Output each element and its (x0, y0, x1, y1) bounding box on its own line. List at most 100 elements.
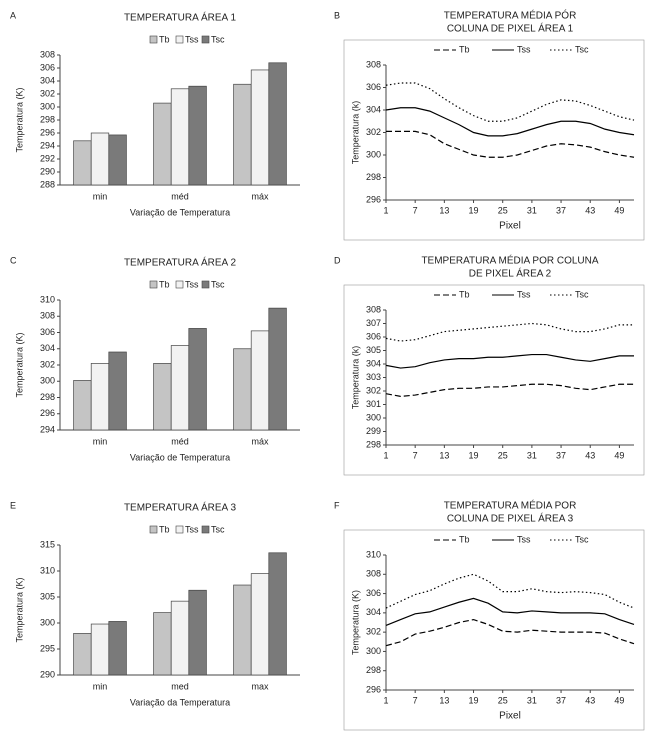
y-tick-label: 306 (366, 331, 381, 341)
panel-letter: E (10, 500, 16, 510)
y-tick-label: 302 (366, 385, 381, 395)
y-tick-label: 304 (40, 75, 55, 85)
bar (90, 623, 110, 676)
chart-title: TEMPERATURA MÉDIA PÓR (444, 9, 577, 22)
panel-letter: C (10, 255, 17, 265)
y-tick-label: 300 (40, 617, 55, 627)
chart-title: TEMPERATURA ÁREA 2 (124, 256, 237, 269)
x-axis-label: Variação de Temperatura (130, 452, 230, 462)
plot-frame (343, 39, 645, 241)
x-tick-label: 19 (469, 695, 479, 705)
y-tick-label: 292 (40, 153, 55, 163)
bar (108, 134, 127, 186)
y-axis-label: Temperatura (K) (14, 332, 24, 397)
y-tick-label: 308 (366, 59, 381, 69)
bar (250, 69, 270, 186)
x-axis-label: Variação de Temperatura (130, 207, 230, 217)
y-tick-label: 310 (366, 549, 381, 559)
line-series (385, 322, 634, 342)
y-tick-label: 296 (40, 408, 55, 418)
bar (90, 363, 110, 431)
y-tick-label: 296 (366, 684, 381, 694)
y-axis-label: Temperatura (K) (350, 590, 360, 655)
y-tick-label: 298 (40, 392, 55, 402)
x-tick-label: 7 (413, 695, 418, 705)
bar (90, 132, 110, 186)
bar (250, 330, 270, 431)
bar (188, 85, 207, 186)
legend-label: Tss (517, 289, 531, 299)
legend-label: Tsc (575, 44, 589, 54)
line-series (385, 353, 634, 369)
y-tick-label: 300 (366, 646, 381, 656)
y-tick-label: 310 (40, 565, 55, 575)
line-series (385, 82, 635, 122)
x-tick-label: 7 (413, 450, 418, 460)
y-tick-label: 302 (366, 127, 381, 137)
x-tick-label: méd (171, 436, 189, 446)
x-axis-label: Pixel (499, 221, 521, 232)
chart-title: DE PIXEL ÁREA 2 (469, 267, 552, 280)
legend-label: Tb (459, 534, 470, 544)
bar (188, 328, 207, 431)
x-tick-label: min (93, 191, 108, 201)
x-tick-label: 31 (527, 205, 537, 215)
y-axis-label: Temperatura (k) (350, 101, 360, 165)
bar (268, 307, 287, 431)
y-tick-label: 298 (366, 439, 381, 449)
legend-label: Tss (185, 279, 199, 289)
x-tick-label: 7 (413, 205, 418, 215)
y-tick-label: 308 (40, 49, 55, 59)
plot-frame (343, 529, 645, 731)
bar (108, 351, 127, 431)
panel-letter: A (10, 10, 16, 20)
bar (170, 345, 190, 431)
legend-swatch (201, 280, 210, 289)
y-tick-label: 310 (40, 294, 55, 304)
bar (73, 140, 92, 186)
bar (233, 83, 252, 186)
line-series (385, 107, 635, 137)
legend-label: Tb (159, 34, 170, 44)
y-tick-label: 306 (366, 588, 381, 598)
legend-swatch (175, 280, 184, 289)
y-axis-label: Temperatura (K) (14, 577, 24, 642)
y-tick-label: 306 (366, 82, 381, 92)
x-tick-label: máx (251, 436, 269, 446)
bar (73, 380, 92, 431)
legend-label: Tss (517, 534, 531, 544)
y-tick-label: 296 (40, 127, 55, 137)
y-tick-label: 295 (40, 643, 55, 653)
x-tick-label: 19 (469, 205, 479, 215)
x-tick-label: med (171, 681, 189, 691)
y-tick-label: 315 (40, 539, 55, 549)
legend-label: Tsc (575, 534, 589, 544)
bar (153, 612, 172, 676)
legend-swatch (175, 525, 184, 534)
chart-title: TEMPERATURA ÁREA 1 (124, 11, 237, 24)
legend-swatch (201, 35, 210, 44)
y-tick-label: 296 (366, 194, 381, 204)
legend-swatch (149, 280, 158, 289)
y-tick-label: 290 (40, 166, 55, 176)
y-axis-label: Temperatura (k) (350, 346, 360, 410)
chart-title: COLUNA DE PIXEL ÁREA 3 (447, 512, 574, 525)
x-tick-label: 43 (585, 205, 595, 215)
y-tick-label: 306 (40, 327, 55, 337)
x-tick-label: 13 (439, 450, 449, 460)
legend-swatch (149, 35, 158, 44)
legend-label: Tb (159, 524, 170, 534)
legend-label: Tb (459, 44, 470, 54)
chart-title: COLUNA DE PIXEL ÁREA 1 (447, 22, 574, 35)
y-tick-label: 298 (366, 172, 381, 182)
legend-swatch (149, 525, 158, 534)
x-tick-label: 43 (585, 695, 595, 705)
panel-letter: D (334, 255, 341, 265)
bar (108, 621, 127, 676)
y-tick-label: 304 (40, 343, 55, 353)
legend-label: Tsc (211, 279, 225, 289)
y-tick-label: 300 (366, 412, 381, 422)
x-tick-label: 1 (383, 205, 388, 215)
line-series (386, 130, 635, 158)
